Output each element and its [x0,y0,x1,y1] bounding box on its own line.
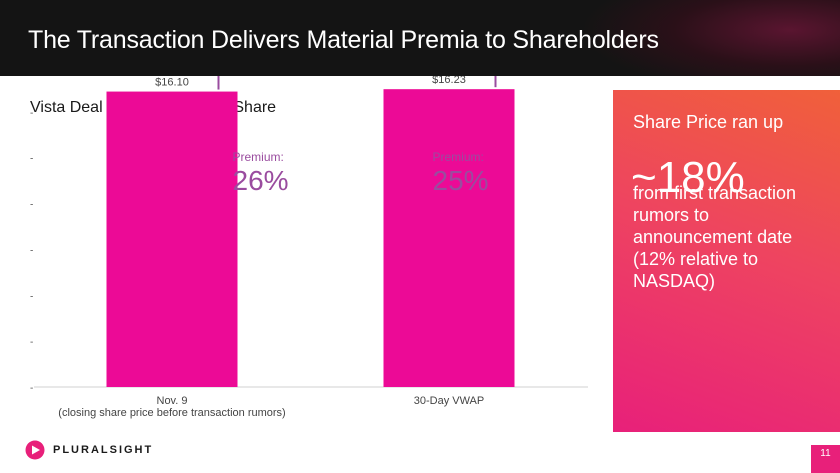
premium-label-1: Premium: [433,150,484,164]
bar-0 [106,91,238,387]
page-number: 11 [811,445,840,473]
bar-chart: Vista Deal Price: $20.26 per Share------… [30,76,588,419]
y-tick-label-4: - [30,200,33,211]
share-price-panel: Share Price ran up ~18% from first trans… [613,90,840,432]
header-bar: The Transaction Delivers Material Premia… [0,0,840,76]
x-tick-label-0: Nov. 9 [157,395,188,407]
y-tick-label-3: - [30,245,33,256]
y-tick-label-2: - [30,291,33,302]
panel-heading: Share Price ran up [633,112,784,132]
pluralsight-logo-icon [25,440,45,460]
bar-value-label-0: $16.10 [155,77,189,89]
y-tick-label-5: - [30,154,33,165]
panel-body: from first transaction rumors to announc… [633,183,797,291]
y-tick-label-6: - [30,108,33,119]
y-tick-label-1: - [30,337,33,348]
premium-value-0: 26% [233,165,289,196]
y-tick-label-0: - [30,383,33,394]
panel-percent: ~18% [631,153,745,202]
premium-value-1: 25% [433,165,489,196]
slide-title: The Transaction Delivers Material Premia… [28,26,659,54]
bar-1 [383,89,515,387]
x-tick-sublabel-0: (closing share price before transaction … [58,407,285,419]
bar-value-label-1: $16.23 [432,76,466,86]
pluralsight-logo: PLURALSIGHT [25,440,153,460]
premium-label-0: Premium: [233,150,284,164]
logo-text: PLURALSIGHT [53,444,154,456]
x-tick-label-1: 30-Day VWAP [414,395,485,407]
